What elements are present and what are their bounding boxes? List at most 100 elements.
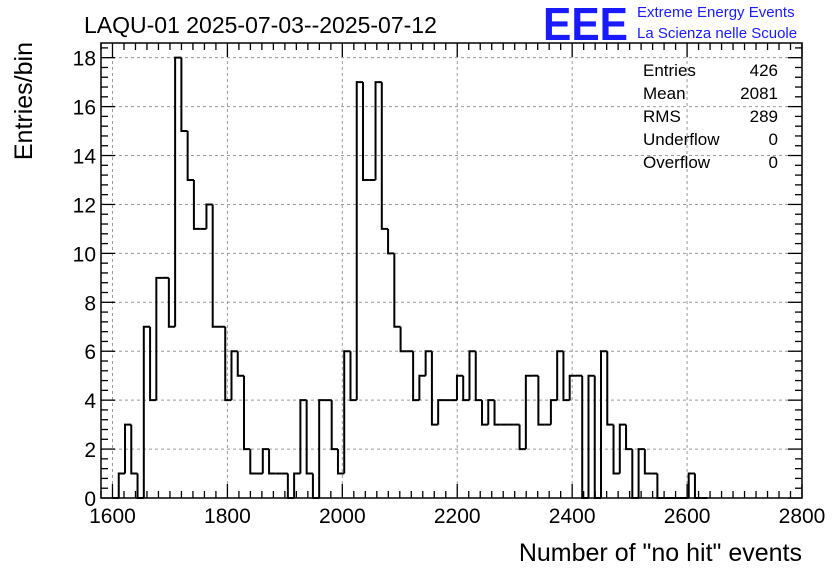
- bin-65: [518, 424, 526, 451]
- y-tick-label-7: 14: [73, 146, 97, 169]
- bin-38: [349, 351, 357, 402]
- bin-92: [687, 472, 695, 498]
- bin-52: [437, 399, 445, 425]
- y-tick-label-3: 6: [84, 341, 96, 364]
- y-axis-label: Entries/bin: [10, 42, 38, 160]
- bin-18: [224, 326, 232, 402]
- histogram-bars: [112, 56, 708, 499]
- bin-84: [637, 448, 645, 498]
- y-tick-label-9: 18: [73, 48, 96, 71]
- bin-60: [487, 399, 495, 425]
- stat-value-0: 426: [750, 61, 778, 80]
- bin-68: [537, 375, 545, 426]
- stat-label-0: Entries: [643, 61, 696, 80]
- bin-19: [230, 350, 238, 401]
- y-tick-label-1: 2: [84, 439, 96, 462]
- y-tick-label-8: 16: [73, 97, 96, 120]
- x-tick-label-5: 2600: [664, 505, 711, 528]
- bin-72: [562, 351, 570, 402]
- bin-31: [305, 400, 313, 475]
- bin-7: [155, 276, 163, 401]
- bin-39: [355, 81, 364, 401]
- y-tick-label-0: 0: [84, 488, 96, 511]
- bin-6: [149, 326, 157, 402]
- y-tick-label-6: 12: [73, 194, 96, 217]
- bin-30: [299, 399, 307, 474]
- bin-9: [167, 277, 176, 328]
- bin-49: [418, 374, 426, 401]
- bin-37: [343, 350, 351, 474]
- x-tick-label-3: 2200: [434, 505, 481, 528]
- bin-82: [625, 424, 633, 451]
- bin-5: [142, 325, 151, 498]
- bin-13: [192, 179, 201, 230]
- bin-48: [412, 351, 420, 402]
- stat-label-4: Overflow: [643, 153, 711, 172]
- bin-87: [656, 473, 664, 499]
- stat-label-1: Mean: [643, 84, 686, 103]
- stat-value-3: 0: [769, 130, 778, 149]
- logo-line1: Extreme Energy Events: [637, 4, 795, 21]
- bin-66: [524, 374, 533, 450]
- y-tick-label-4: 8: [84, 292, 96, 315]
- x-tick-label-2: 2000: [319, 505, 366, 528]
- bin-78: [600, 350, 608, 498]
- bin-45: [393, 253, 401, 328]
- chart-title: LAQU-01 2025-07-03--2025-07-12: [84, 12, 437, 38]
- x-tick-label-0: 1600: [89, 505, 136, 528]
- bin-61: [493, 400, 501, 426]
- stat-value-2: 289: [750, 107, 778, 126]
- bin-58: [474, 351, 483, 402]
- bin-46: [399, 326, 407, 353]
- bin-10: [174, 56, 182, 327]
- stat-label-3: Underflow: [643, 130, 720, 149]
- bin-56: [462, 375, 470, 402]
- bin-79: [606, 351, 614, 426]
- bin-12: [186, 131, 194, 181]
- bin-1: [117, 472, 126, 498]
- x-tick-label-4: 2400: [549, 505, 596, 528]
- bin-85: [643, 449, 652, 475]
- y-tick-labels: 0 2 4 6 8 10 12 14 16 18: [73, 48, 97, 511]
- x-tick-label-1: 1800: [204, 505, 251, 528]
- bin-59: [481, 400, 489, 426]
- bin-73: [568, 374, 576, 401]
- bin-16: [211, 204, 219, 328]
- bin-36: [336, 449, 345, 475]
- stat-value-4: 0: [769, 153, 778, 172]
- x-tick-label-6: 2800: [779, 505, 826, 528]
- bin-51: [430, 351, 439, 426]
- x-tick-labels: 1600 1800 2000 2200 2400 2600 2800: [89, 505, 825, 528]
- axis-ticks: [100, 43, 803, 499]
- stat-value-1: 2081: [740, 84, 778, 103]
- grid: [101, 43, 802, 498]
- eee-logo: EEE Extreme Energy Events La Scienza nel…: [543, 0, 797, 50]
- bin-35: [330, 400, 338, 451]
- stats-box: Entries 426 Mean 2081 RMS 289 Underflow 0 Overfl…: [643, 61, 778, 172]
- logo-mark: EEE: [543, 0, 628, 50]
- x-axis-label: Number of "no hit" events: [519, 539, 802, 567]
- y-tick-label-2: 4: [84, 390, 96, 413]
- plot-frame: [100, 42, 803, 499]
- stat-label-2: RMS: [643, 107, 681, 126]
- y-tick-label-5: 10: [73, 243, 96, 266]
- bin-43: [380, 82, 389, 230]
- bin-71: [556, 350, 564, 401]
- bin-42: [374, 81, 382, 180]
- logo-line2: La Scienza nelle Scuole: [637, 25, 797, 42]
- bin-70: [549, 399, 558, 425]
- bin-40: [362, 82, 370, 181]
- bin-29: [293, 472, 301, 498]
- bin-50: [424, 350, 432, 376]
- bin-80: [612, 424, 620, 475]
- bin-81: [618, 423, 627, 474]
- bin-15: [205, 203, 213, 229]
- bin-20: [236, 351, 245, 377]
- bin-3: [130, 424, 138, 475]
- bin-33: [318, 399, 326, 498]
- bin-57: [468, 350, 476, 401]
- bin-76: [587, 374, 595, 498]
- bin-22: [249, 449, 257, 475]
- bin-25: [268, 449, 276, 475]
